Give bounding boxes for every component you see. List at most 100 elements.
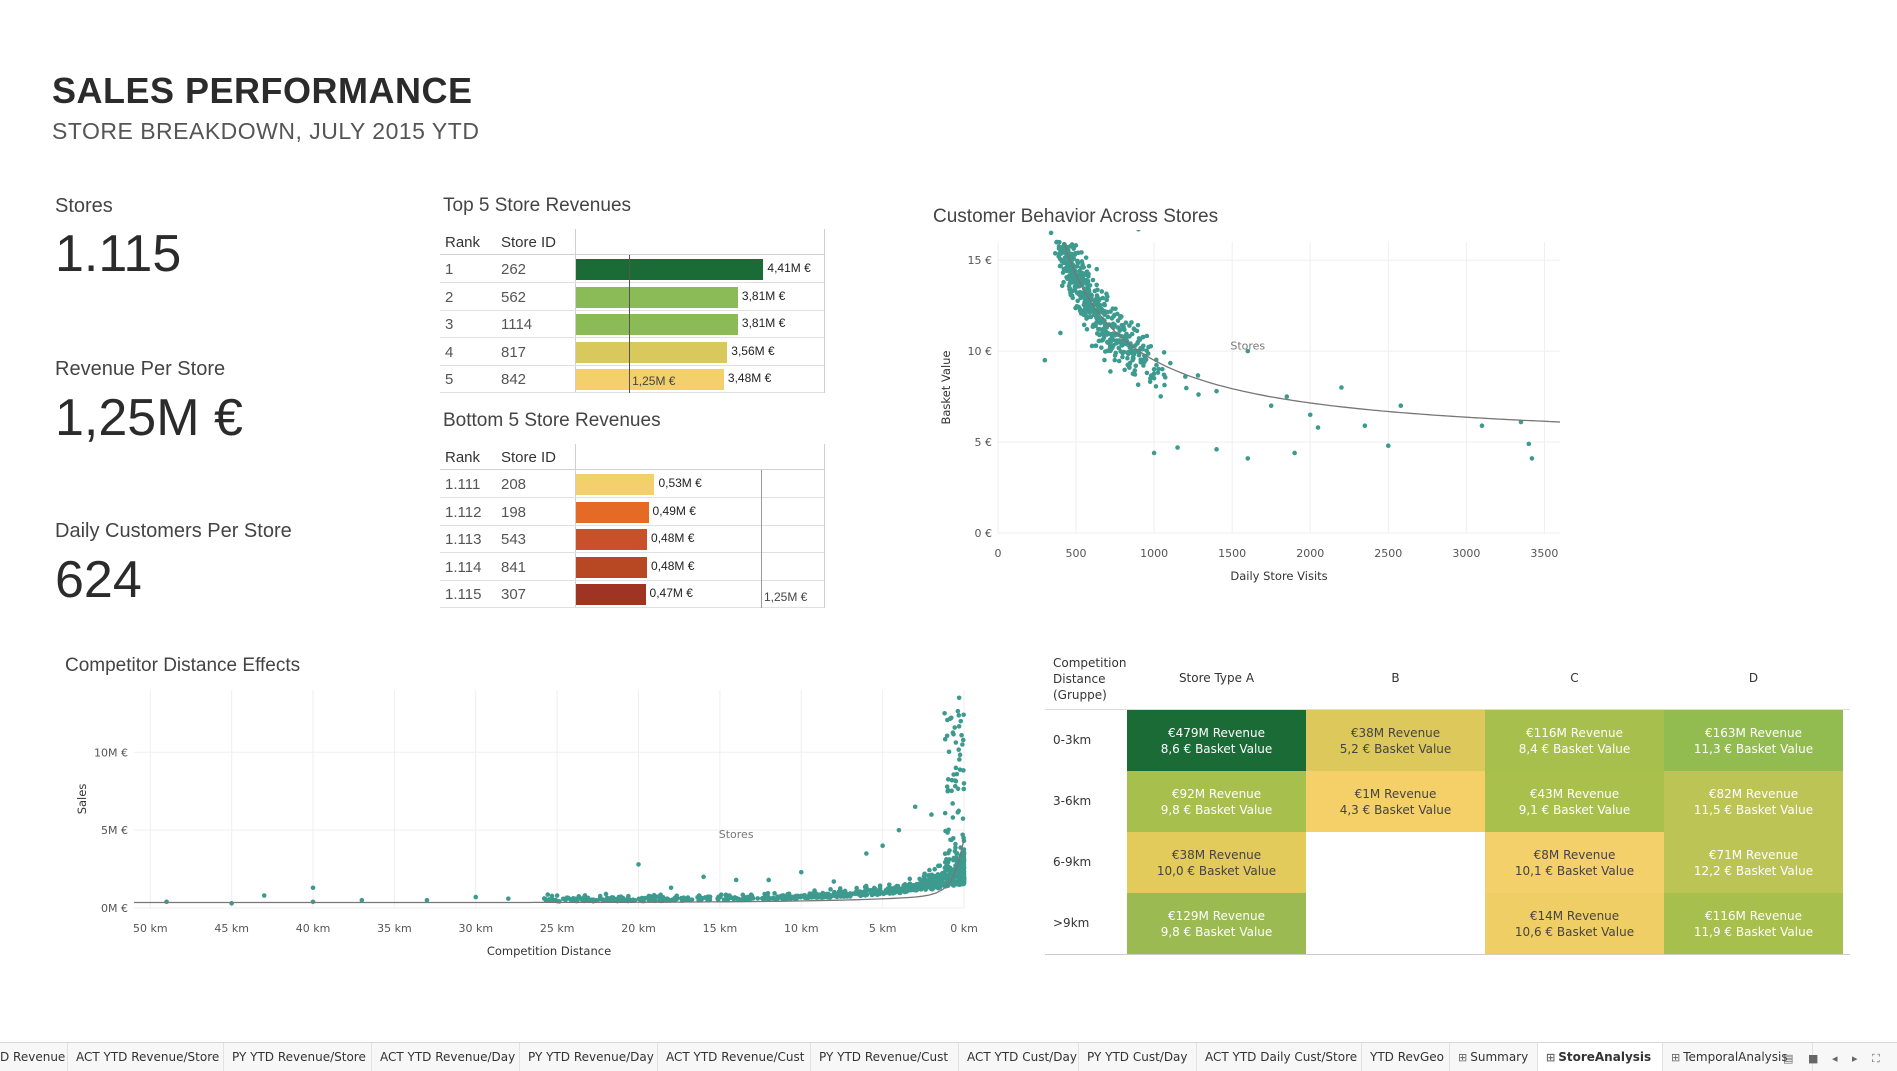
data-point bbox=[1136, 230, 1141, 232]
data-point bbox=[1116, 345, 1122, 351]
heatmap-bottom-rule bbox=[1045, 954, 1850, 955]
x-axis-label: Competition Distance bbox=[487, 944, 611, 958]
sheet-tab[interactable]: ACT YTD Cust/Day bbox=[959, 1043, 1079, 1071]
sheet-tab[interactable]: ACT YTD Revenue/Store bbox=[68, 1043, 224, 1071]
filmstrip-icon[interactable]: ▤ bbox=[1783, 1052, 1794, 1065]
sheet-tab[interactable]: PY YTD Revenue/Cust bbox=[811, 1043, 959, 1071]
data-point bbox=[1094, 266, 1100, 272]
data-point bbox=[955, 882, 961, 887]
sheet-tab[interactable]: PY YTD Revenue/Store bbox=[224, 1043, 372, 1071]
data-point bbox=[1142, 355, 1148, 360]
data-point bbox=[1195, 373, 1201, 378]
data-point bbox=[1151, 367, 1157, 372]
sheet-tab[interactable]: PY YTD Revenue/Day bbox=[520, 1043, 658, 1071]
data-point bbox=[945, 859, 951, 865]
data-point bbox=[1112, 332, 1118, 338]
behavior-scatter-chart: 0 500 1000 1500 2000 2500 3000 3500 0 € 5 € 10 € 15… bbox=[939, 230, 1561, 583]
bottom5-store-cell: 543 bbox=[501, 531, 527, 548]
data-point bbox=[636, 862, 641, 867]
x-tick-label: 15 km bbox=[703, 922, 738, 935]
bottom5-col-rank: Rank bbox=[445, 449, 481, 466]
top5-bar-label: 3,81M € bbox=[741, 316, 786, 330]
data-point bbox=[1054, 239, 1059, 245]
prev-sheet-icon[interactable]: ◂ bbox=[1832, 1052, 1838, 1065]
kpi-customers-label: Daily Customers Per Store bbox=[55, 520, 292, 542]
sheet-tab[interactable]: ⊞ TemporalAnalysis bbox=[1663, 1043, 1813, 1071]
data-point bbox=[946, 749, 952, 755]
data-point bbox=[1145, 351, 1151, 356]
sheet-tab[interactable]: YTD RevGeo bbox=[1362, 1043, 1450, 1071]
data-point bbox=[858, 893, 863, 899]
data-point bbox=[952, 783, 958, 789]
single-sheet-icon[interactable]: ■ bbox=[1808, 1052, 1819, 1065]
sheet-tab-label: PY YTD Cust/Day bbox=[1087, 1050, 1188, 1064]
data-point bbox=[961, 847, 967, 852]
bottom5-store-cell: 198 bbox=[501, 503, 527, 521]
data-point bbox=[723, 892, 729, 898]
data-point bbox=[1119, 314, 1124, 319]
data-point bbox=[1141, 363, 1146, 368]
sheet-tab[interactable]: ⊞ StoreAnalysis bbox=[1538, 1043, 1663, 1071]
top5-col-store: Store ID bbox=[501, 234, 557, 251]
bottom5-title: Bottom 5 Store Revenues bbox=[443, 410, 661, 431]
data-point bbox=[673, 897, 678, 903]
y-tick-label: 0 € bbox=[975, 527, 993, 540]
heatmap-cell: €116M Revenue 8,4 € Basket Value bbox=[1485, 710, 1664, 771]
data-point bbox=[566, 895, 571, 901]
bottom5-bar-label: 0,53M € bbox=[658, 476, 702, 490]
bottom5-bar-label: 0,47M € bbox=[649, 586, 693, 600]
data-point bbox=[1048, 230, 1054, 236]
data-point bbox=[942, 810, 948, 816]
data-point bbox=[944, 733, 950, 739]
heatmap-column-header: B bbox=[1391, 671, 1400, 685]
heatmap-cell-basket: 9,8 € Basket Value bbox=[1160, 802, 1273, 817]
bottom5-row: 1.114 841 0,48M € bbox=[440, 554, 824, 581]
data-point bbox=[1196, 392, 1201, 397]
top5-bar bbox=[576, 259, 764, 280]
data-point bbox=[1156, 366, 1161, 372]
data-point bbox=[1155, 370, 1161, 375]
data-point bbox=[1057, 263, 1063, 269]
data-point bbox=[1133, 363, 1139, 369]
y-axis-label: Basket Value bbox=[939, 351, 953, 425]
data-point bbox=[956, 695, 962, 701]
data-point bbox=[261, 893, 267, 898]
x-tick-label: 3500 bbox=[1530, 547, 1558, 560]
sheet-tab[interactable]: ACT YTD Daily Cust/Store bbox=[1197, 1043, 1362, 1071]
data-point bbox=[948, 715, 954, 721]
data-point bbox=[847, 891, 853, 896]
data-point bbox=[1090, 277, 1096, 283]
data-point bbox=[1068, 292, 1074, 298]
data-point bbox=[929, 812, 934, 817]
next-sheet-icon[interactable]: ▸ bbox=[1852, 1052, 1858, 1065]
data-point bbox=[1122, 334, 1127, 339]
data-point bbox=[877, 883, 883, 889]
data-point bbox=[883, 889, 889, 894]
data-point bbox=[1070, 255, 1076, 261]
data-point bbox=[873, 886, 878, 892]
data-point bbox=[1082, 297, 1088, 303]
data-point bbox=[960, 832, 965, 838]
data-point bbox=[609, 895, 615, 900]
sheet-tab[interactable]: ⊞ Summary bbox=[1450, 1043, 1538, 1071]
data-point bbox=[1068, 277, 1074, 283]
heatmap-column-header: D bbox=[1748, 671, 1759, 685]
kpi-revenue-label: Revenue Per Store bbox=[55, 358, 226, 380]
sheet-tab[interactable]: ACT YTD Revenue/Cust bbox=[658, 1043, 811, 1071]
sheet-tab-label: PY YTD Revenue/Store bbox=[232, 1050, 366, 1064]
sheet-tab[interactable]: D Revenue bbox=[0, 1043, 68, 1071]
data-point bbox=[603, 891, 609, 897]
sheet-tab[interactable]: ACT YTD Revenue/Day bbox=[372, 1043, 520, 1071]
heatmap-cell: €38M Revenue 5,2 € Basket Value bbox=[1306, 710, 1485, 771]
top5-reference-line bbox=[629, 255, 631, 393]
sheet-tab[interactable]: PY YTD Cust/Day bbox=[1079, 1043, 1197, 1071]
data-point bbox=[359, 897, 365, 903]
data-point bbox=[1056, 254, 1061, 259]
bottom5-rank-cell: 1.112 bbox=[445, 503, 482, 521]
top5-store-cell: 1114 bbox=[501, 316, 533, 333]
data-point bbox=[1175, 445, 1180, 450]
sheet-tab-label: TemporalAnalysis bbox=[1683, 1050, 1788, 1064]
heatmap-cell: €479M Revenue 8,6 € Basket Value bbox=[1127, 710, 1306, 771]
fullscreen-icon[interactable]: ⛶ bbox=[1872, 1052, 1880, 1065]
data-point bbox=[543, 898, 549, 903]
